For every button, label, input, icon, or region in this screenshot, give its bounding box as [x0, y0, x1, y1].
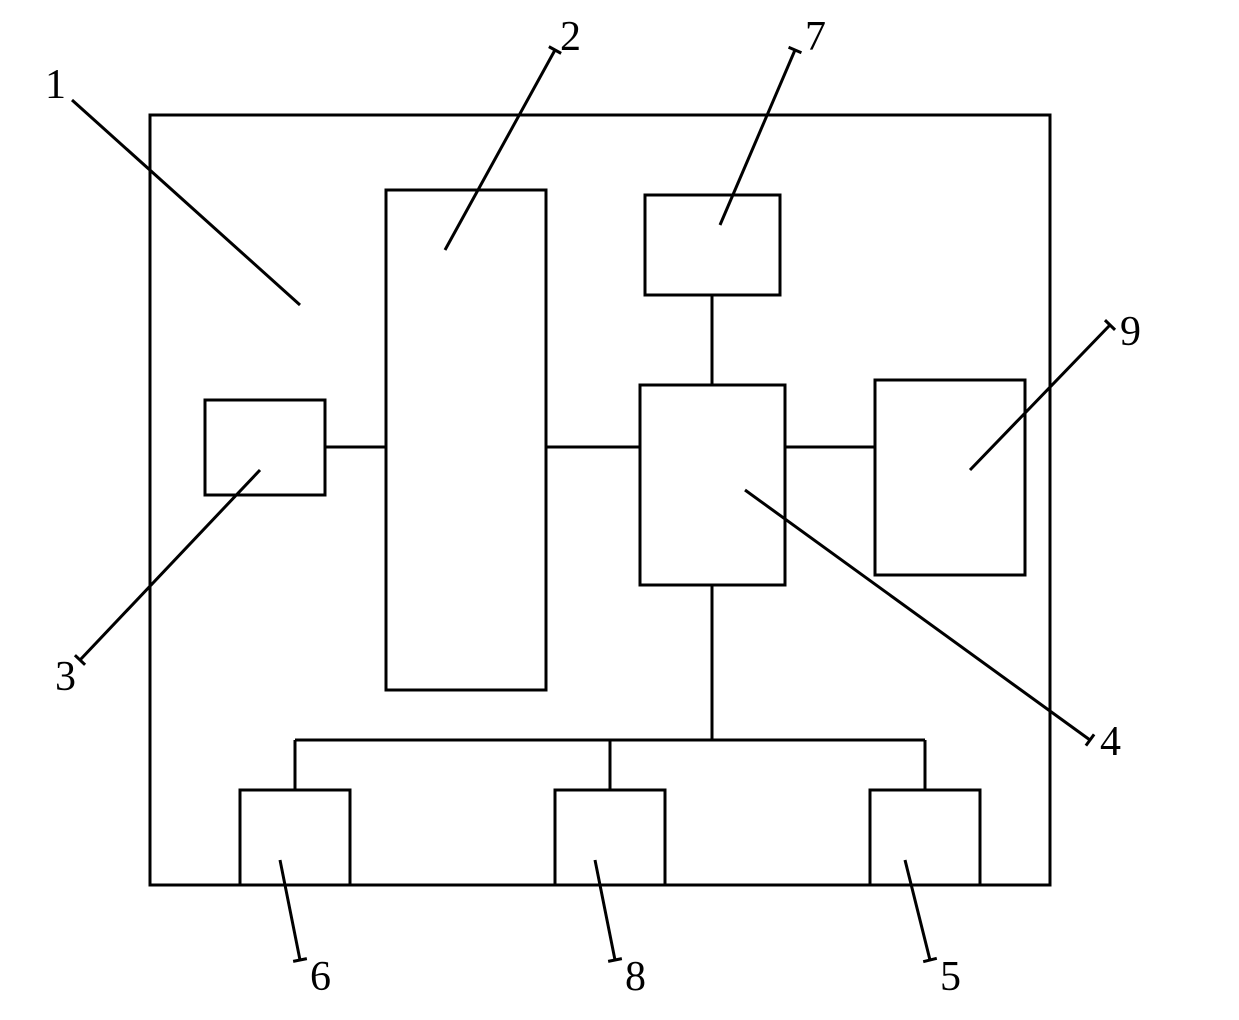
label-6: 6 [310, 954, 331, 1000]
block-b7 [645, 195, 780, 295]
label-7: 7 [805, 14, 826, 60]
block-b8 [555, 790, 665, 885]
label-4: 4 [1100, 719, 1121, 765]
block-b2 [386, 190, 546, 690]
block-b4 [640, 385, 785, 585]
block-b5 [870, 790, 980, 885]
block-b9 [875, 380, 1025, 575]
label-8: 8 [625, 954, 646, 1000]
block-diagram: 1 2 3 4 5 6 7 8 9 [0, 0, 1239, 1020]
label-5: 5 [940, 954, 961, 1000]
label-3: 3 [55, 654, 76, 700]
label-1: 1 [45, 62, 66, 108]
block-b3 [205, 400, 325, 495]
label-9: 9 [1120, 309, 1141, 355]
block-b6 [240, 790, 350, 885]
label-2: 2 [560, 14, 581, 60]
